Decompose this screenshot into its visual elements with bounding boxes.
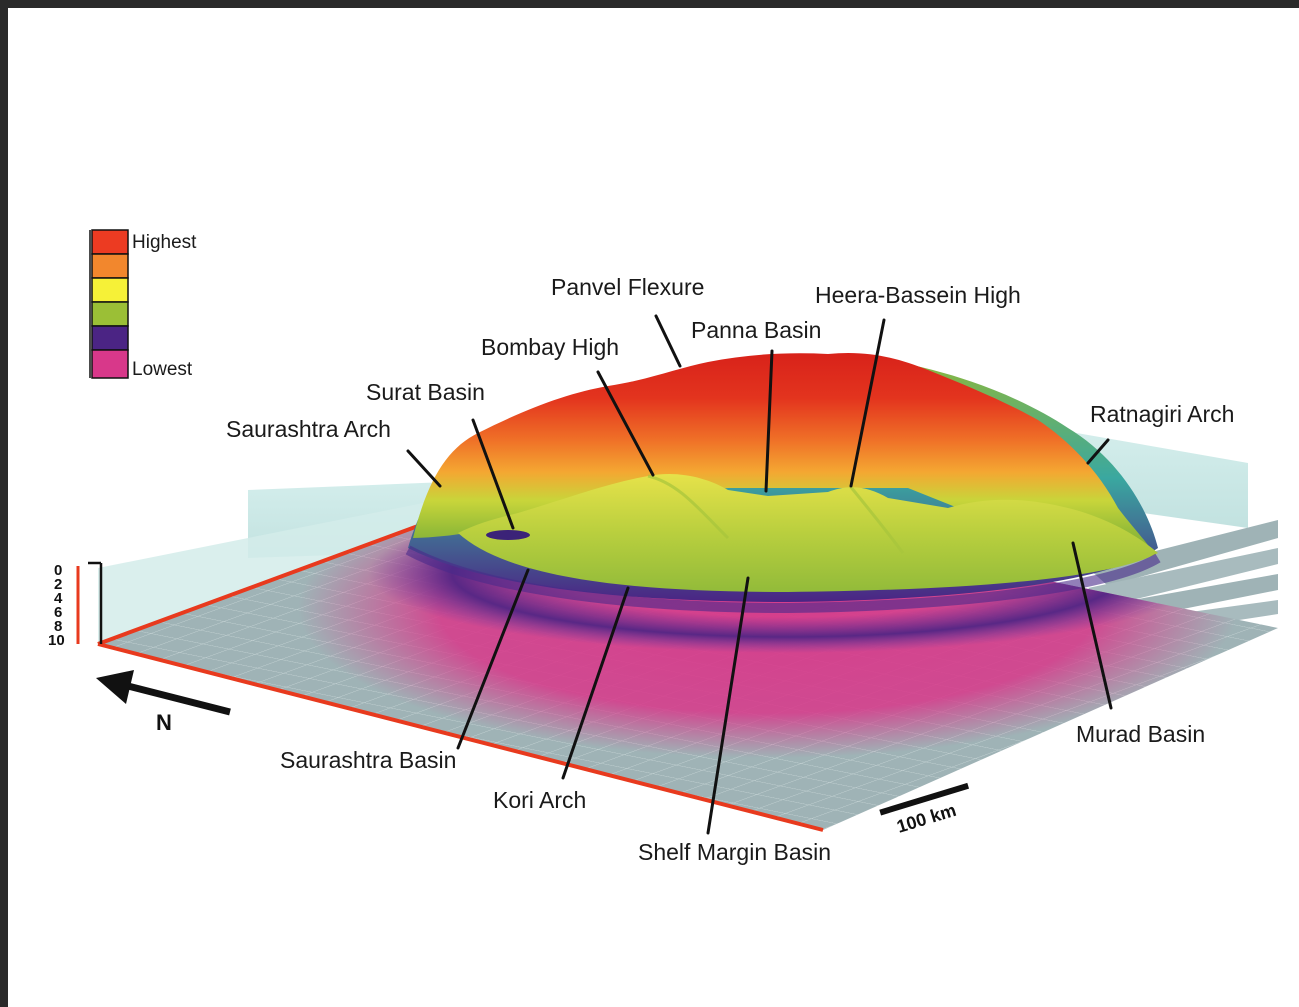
north-arrow-icon: [96, 670, 134, 704]
inner-plateau: [458, 473, 1158, 592]
depth-tick-8: 8: [54, 618, 62, 635]
legend-low-label: Lowest: [132, 359, 193, 380]
legend-high-label: Highest: [132, 232, 197, 253]
depth-tick-10: 10: [48, 632, 65, 649]
label-bombay-high: Bombay High: [481, 334, 619, 360]
label-saurashtra-basin: Saurashtra Basin: [280, 747, 456, 773]
depth-tick-6: 6: [54, 604, 62, 621]
label-heera-bassein-high: Heera-Bassein High: [815, 282, 1021, 308]
legend-swatch-5: [91, 349, 129, 379]
depth-tick-2: 2: [54, 576, 62, 593]
north-label: N: [156, 710, 172, 735]
north-arrow: N: [96, 670, 231, 735]
label-shelf-margin-basin: Shelf Margin Basin: [638, 839, 831, 865]
label-saurashtra-arch: Saurashtra Arch: [226, 416, 391, 442]
legend-swatch-0: [91, 229, 129, 255]
floor-edge-front: [97, 642, 824, 832]
leader-lines: [406, 314, 1113, 835]
label-kori-arch: Kori Arch: [493, 787, 586, 813]
feature-labels: Panvel Flexure Heera-Bassein High Panna …: [226, 274, 1234, 865]
legend-swatch-3: [91, 301, 129, 327]
heera-bassein-ridge: [848, 485, 905, 554]
label-murad-basin: Murad Basin: [1076, 721, 1205, 747]
label-surat-basin: Surat Basin: [366, 379, 485, 405]
label-panvel-flexure: Panvel Flexure: [551, 274, 704, 300]
legend-swatch-1: [91, 253, 129, 279]
surface-diagram: Highest Lowest 0 2 4 6 8 10 N 100 km Pan…: [48, 229, 1278, 865]
color-legend: Highest Lowest: [89, 229, 197, 380]
label-ratnagiri-arch: Ratnagiri Arch: [1090, 401, 1234, 427]
bombay-high-ridge: [647, 474, 730, 540]
legend-swatch-2: [91, 277, 129, 303]
depth-tick-0: 0: [54, 562, 62, 579]
figure-frame: Highest Lowest 0 2 4 6 8 10 N 100 km Pan…: [8, 8, 1299, 1007]
legend-swatch-4: [91, 325, 129, 351]
surat-basin-pocket: [486, 530, 530, 540]
depth-tick-4: 4: [54, 590, 63, 607]
label-panna-basin: Panna Basin: [691, 317, 821, 343]
depth-scale: 0 2 4 6 8 10: [48, 561, 103, 649]
